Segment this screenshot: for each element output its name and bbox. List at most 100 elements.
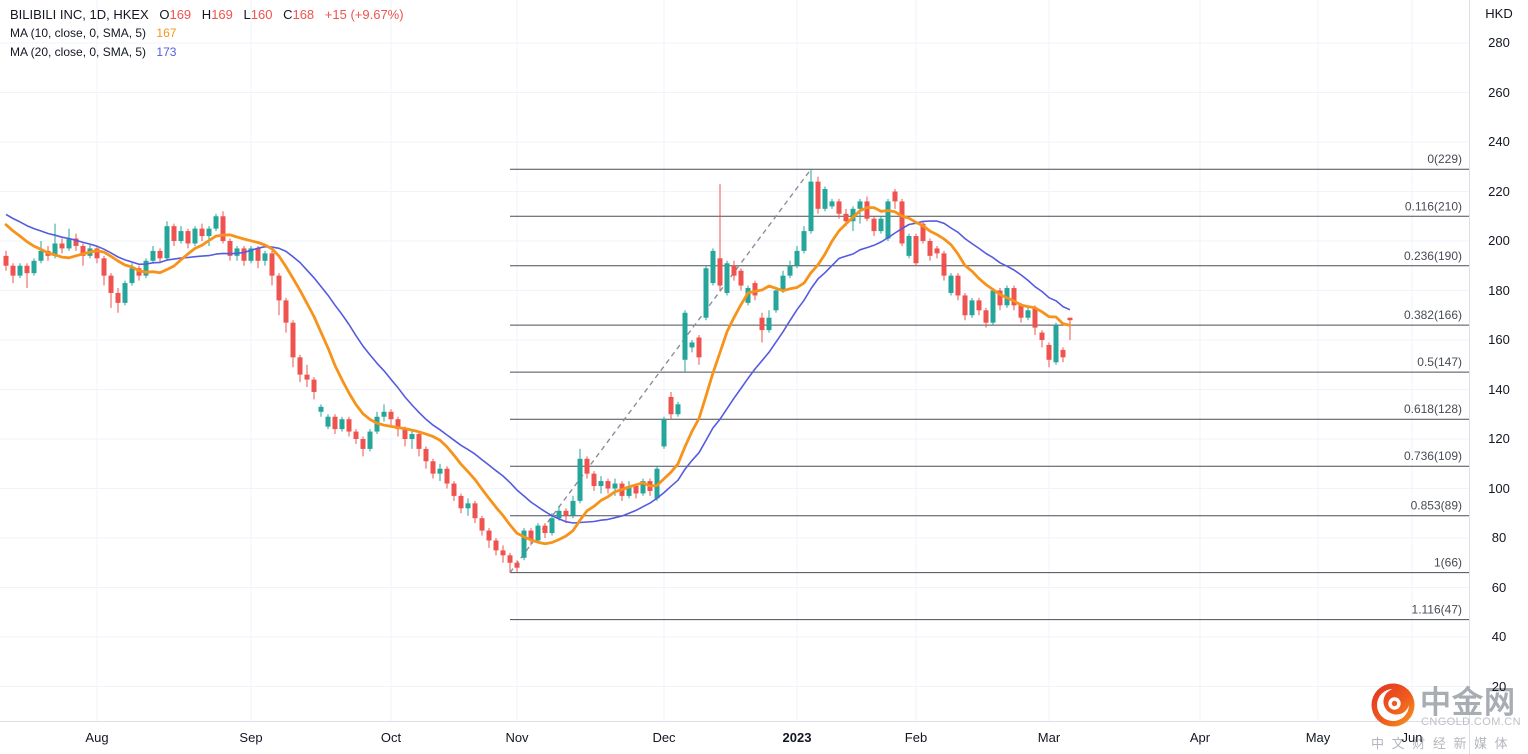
fib-label: 0.382(166) [1404,308,1462,322]
candle-body [437,468,443,474]
candle-body [66,238,72,249]
price-tick-label: 40 [1491,629,1507,644]
time-axis[interactable]: Aug Sep Oct Nov Dec 2023 Feb Mar Apr May Jun [0,722,1470,754]
candle-body [465,503,471,509]
time-tick-label: Jun [1401,730,1423,745]
candle-body [836,201,842,214]
candle-body [241,248,247,261]
ohlc-high-label: H [201,7,212,22]
candle-body [696,337,702,358]
fib-label: 0.853(89) [1411,499,1462,513]
candle-body [318,406,324,412]
price-tick-label: 60 [1491,579,1507,595]
fib-label: 1.116(47) [1412,603,1462,617]
candle-body [416,434,422,449]
time-tick-label: Apr [1189,730,1211,745]
candle-body [472,503,478,519]
candle-body [94,248,100,259]
symbol-title[interactable]: BILIBILI INC, 1D, HKEX [10,7,149,22]
candle-body [262,253,268,261]
candle-body [3,255,9,266]
candle-body [101,258,107,276]
candle-body [752,283,758,296]
candle-body [290,322,296,358]
fib-retracement[interactable]: 0(229) 0.116(210) 0.236(190) 0.382(166) 0.5(… [510,152,1470,621]
ma10-label[interactable]: MA (10, close, 0, SMA, 5) [10,26,147,40]
candle-body [535,525,541,541]
candle-body [759,317,765,331]
candle-body [402,429,408,439]
candle-body [675,404,681,415]
candle-body [899,201,905,244]
candle-body [297,357,303,375]
candle-body [815,181,821,209]
price-axis[interactable]: HKD 280 260 240 220 200 180 160 140 120 100 80 60 40… [1470,0,1528,722]
candle-body [10,265,16,276]
candle-body [325,416,331,427]
candle-body [906,236,912,256]
candle-body [731,265,737,276]
candle-body [1011,288,1017,306]
price-tick-label: 140 [1488,381,1510,397]
candle-body [668,396,674,415]
candle-body [983,310,989,323]
ma10-row: MA (10, close, 0, SMA, 5) 167 [10,24,404,43]
candle-body [591,473,597,487]
candle-body [948,275,954,293]
candle-body [423,448,429,462]
candle-body [703,268,709,318]
candle-body [304,374,310,380]
candle-body [1067,317,1073,321]
candle-body [682,312,688,360]
time-tick-label: May [1305,730,1331,745]
candle-body [409,434,415,439]
watermark-name: 中金网 [1420,685,1516,720]
candle-body [122,283,128,303]
candle-body [549,518,555,534]
candlesticks [3,169,1073,573]
fib-label: 0.5(147) [1417,355,1462,369]
candle-body [115,292,121,303]
candle-body [339,419,345,430]
fib-label: 0.236(190) [1404,249,1462,263]
candle-body [857,201,863,209]
candle-body [367,431,373,449]
candle-body [332,416,338,430]
candle-body [570,500,576,516]
ohlc-low-value: 160 [250,7,273,22]
candle-body [738,270,744,286]
candle-body [780,275,786,291]
candle-body [598,481,604,487]
candle-body [577,458,583,501]
time-tick-label: Mar [1037,730,1061,745]
candle-body [885,201,891,239]
candle-body [150,250,156,261]
price-tick-label: 120 [1488,431,1510,446]
candle-body [605,481,611,489]
candle-body [444,468,450,484]
candle-body [794,250,800,266]
candle-body [1025,310,1031,318]
price-tick-label: 180 [1488,282,1510,298]
fib-label: 0.116(210) [1405,199,1462,213]
ma20-label[interactable]: MA (20, close, 0, SMA, 5) [10,45,147,59]
ohlc-high-value: 169 [211,7,233,22]
candle-body [724,263,730,293]
candle-body [59,243,65,249]
price-tick-label: 240 [1488,134,1510,149]
watermark-domain: CNGOLD.COM.CN [1421,716,1521,728]
trendline-dashed[interactable] [509,168,812,574]
candle-body [1032,307,1038,328]
candle-body [962,295,968,316]
legend: BILIBILI INC, 1D, HKEX O169 H169 L160 C1… [10,5,404,62]
candle-body [276,275,282,301]
candle-body [507,555,513,563]
candle-body [38,250,44,261]
candle-body [1046,344,1052,360]
price-chart-canvas[interactable]: 0(229) 0.116(210) 0.236(190) 0.382(166) 0.5(… [0,0,1470,722]
change-value: +15 (+9.67%) [324,7,404,22]
candle-body [1053,325,1059,363]
candle-body [1018,305,1024,318]
candle-body [192,228,198,244]
candle-body [269,253,275,276]
